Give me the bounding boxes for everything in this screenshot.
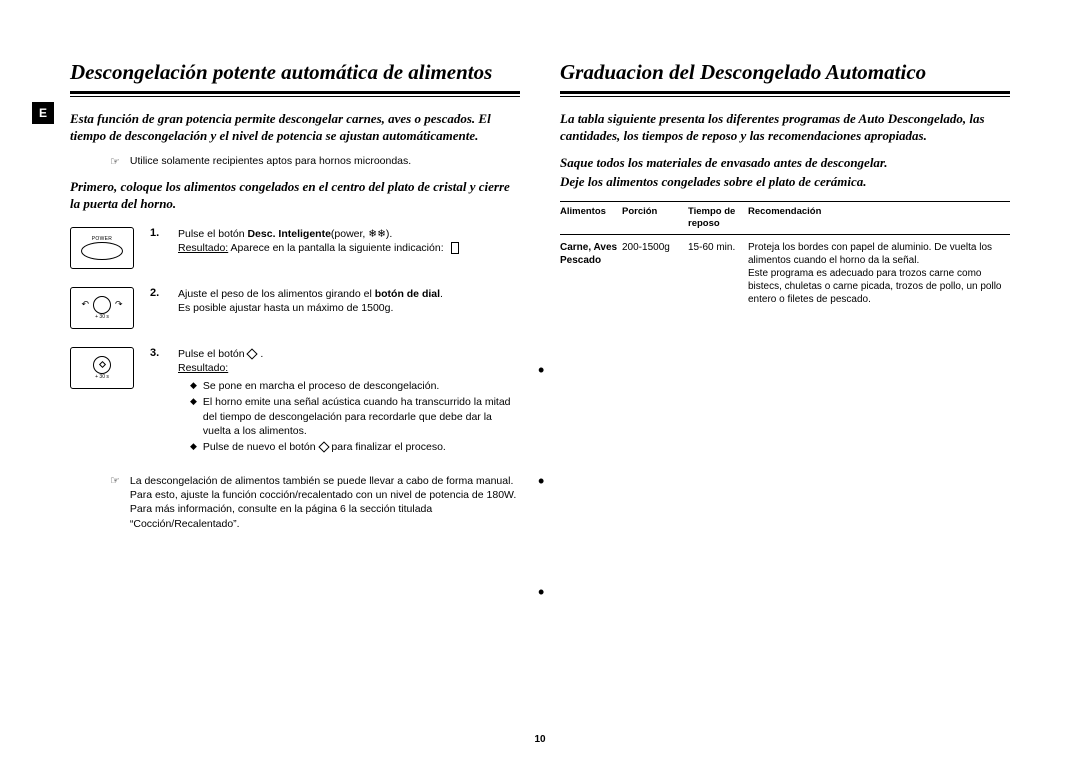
- step-2-text-b: botón de dial: [375, 288, 440, 300]
- rule-thin: [70, 96, 520, 97]
- diamond-in-dial-icon: [98, 361, 105, 368]
- dial-sub: + 30 s: [95, 314, 109, 320]
- bullet-1-text: Se pone en marcha el proceso de desconge…: [203, 379, 439, 393]
- right-intro2a: Saque todos los materiales de envasado a…: [560, 155, 1010, 172]
- step-3-result-label: Resultado:: [178, 362, 228, 374]
- step-1: POWER 1. Pulse el botón Desc. Inteligent…: [70, 227, 520, 269]
- step-2-text-a: Ajuste el peso de los alimentos girando …: [178, 288, 375, 300]
- oval-icon: [81, 242, 123, 260]
- step-1-figure: POWER: [70, 227, 138, 269]
- bullet-1: ◆ Se pone en marcha el proceso de descong…: [190, 379, 520, 393]
- panel-label: POWER: [92, 236, 112, 242]
- right-intro2b: Deje los alimentos congelades sobre el p…: [560, 174, 1010, 191]
- language-badge: E: [32, 102, 54, 124]
- step-1-text-a: Pulse el botón: [178, 228, 247, 240]
- rule-thick-r: [560, 91, 1010, 94]
- footnote-text: La descongelación de alimentos también s…: [130, 474, 520, 531]
- th-tiempo: Tiempo de reposo: [688, 206, 748, 231]
- dial-icon: [93, 296, 111, 314]
- step-2: ↶ ↷ + 30 s 2. Ajuste el peso de los alim…: [70, 287, 520, 329]
- rule-thick: [70, 91, 520, 94]
- step-3-text-b: .: [257, 348, 263, 360]
- step-1-result-label: Resultado:: [178, 242, 228, 254]
- dial-row: ↶ ↷: [81, 296, 122, 314]
- table-row: Carne, Aves Pescado 200-1500g 15-60 min.…: [560, 235, 1010, 316]
- note-row: ☞ Utilice solamente recipientes aptos pa…: [110, 155, 520, 169]
- right-column: • • • Graduacion del Descongelado Automa…: [560, 60, 1010, 723]
- step-3-figure: + 30 s: [70, 347, 138, 456]
- left-heading: Descongelación potente automática de ali…: [70, 60, 520, 89]
- td-tiempo: 15-60 min.: [688, 241, 748, 306]
- panel-start-icon: + 30 s: [70, 347, 134, 389]
- footnote: ☞ La descongelación de alimentos también…: [110, 474, 520, 531]
- step-3-num: 3.: [150, 347, 166, 456]
- step-2-num: 2.: [150, 287, 166, 329]
- left-column: E Descongelación potente automática de a…: [70, 60, 520, 723]
- step-1-body: Pulse el botón Desc. Inteligente(power, …: [178, 227, 520, 269]
- th-recomendacion: Recomendación: [748, 206, 1010, 231]
- bullet-sym-2: ◆: [190, 395, 197, 438]
- arrow-right-icon: ↷: [115, 300, 123, 309]
- right-intro: La tabla siguiente presenta los diferent…: [560, 111, 1010, 145]
- defrost-table: Alimentos Porción Tiempo de reposo Recom…: [560, 201, 1010, 317]
- th-alimentos: Alimentos: [560, 206, 622, 231]
- dial2-icon: [93, 356, 111, 374]
- dial2-sub: + 30 s: [95, 374, 109, 380]
- bullet-3-text: Pulse de nuevo el botón para finalizar e…: [203, 440, 446, 454]
- step-1-text-d: ).: [386, 228, 392, 240]
- left-intro: Esta función de gran potencia permite de…: [70, 111, 520, 145]
- page: E Descongelación potente automática de a…: [0, 0, 1080, 763]
- page-number: 10: [534, 734, 545, 745]
- left-intro2: Primero, coloque los alimentos congelado…: [70, 179, 520, 213]
- step-3-text-a: Pulse el botón: [178, 348, 247, 360]
- note-icon: ☞: [110, 155, 120, 169]
- step-1-num: 1.: [150, 227, 166, 269]
- step-3-bullets: ◆ Se pone en marcha el proceso de descong…: [190, 379, 520, 454]
- th-porcion: Porción: [622, 206, 688, 231]
- dot-icon: •: [538, 360, 544, 381]
- td-recomendacion: Proteja los bordes con papel de aluminio…: [748, 241, 1010, 306]
- right-heading: Graduacion del Descongelado Automatico: [560, 60, 1010, 89]
- step-2-line2: Es posible ajustar hasta un máximo de 15…: [178, 302, 393, 314]
- step-1-text-c: (power,: [331, 228, 368, 240]
- step-3-body: Pulse el botón . Resultado: ◆ Se pone en …: [178, 347, 520, 456]
- dot-icon: •: [538, 471, 544, 492]
- dot-icon: •: [538, 582, 544, 603]
- binder-dots: • • •: [538, 360, 544, 603]
- td-rec-a: Proteja los bordes con papel de aluminio…: [748, 242, 992, 266]
- bullet-3: ◆ Pulse de nuevo el botón para finalizar …: [190, 440, 520, 454]
- bullet-sym-1: ◆: [190, 379, 197, 393]
- bullet-2-text: El horno emite una señal acústica cuando…: [203, 395, 520, 438]
- defrost-icon: ❄❄: [368, 228, 386, 240]
- start-diamond2-icon: [318, 441, 329, 452]
- note-text: Utilice solamente recipientes aptos para…: [130, 155, 411, 169]
- steps-list: POWER 1. Pulse el botón Desc. Inteligent…: [70, 227, 520, 456]
- panel-power-icon: POWER: [70, 227, 134, 269]
- panel-dial-icon: ↶ ↷ + 30 s: [70, 287, 134, 329]
- step-2-text-c: .: [440, 288, 443, 300]
- td-alimentos: Carne, Aves Pescado: [560, 241, 622, 306]
- td-rec-b: Este programa es adecuado para trozos ca…: [748, 268, 1002, 305]
- footnote-icon: ☞: [110, 474, 120, 531]
- step-2-body: Ajuste el peso de los alimentos girando …: [178, 287, 520, 329]
- step-1-text-b: Desc. Inteligente: [247, 228, 330, 240]
- td-porcion: 200-1500g: [622, 241, 688, 306]
- display-placeholder-icon: [451, 242, 459, 254]
- step-2-figure: ↶ ↷ + 30 s: [70, 287, 138, 329]
- bullet-sym-3: ◆: [190, 440, 197, 454]
- table-header: Alimentos Porción Tiempo de reposo Recom…: [560, 201, 1010, 236]
- step-1-result-text: Aparece en la pantalla la siguiente indi…: [231, 242, 444, 254]
- arrow-left-icon: ↶: [81, 300, 89, 309]
- step-3: + 30 s 3. Pulse el botón . Resultado: ◆ S…: [70, 347, 520, 456]
- bullet-2: ◆El horno emite una señal acústica cuand…: [190, 395, 520, 438]
- rule-thin-r: [560, 96, 1010, 97]
